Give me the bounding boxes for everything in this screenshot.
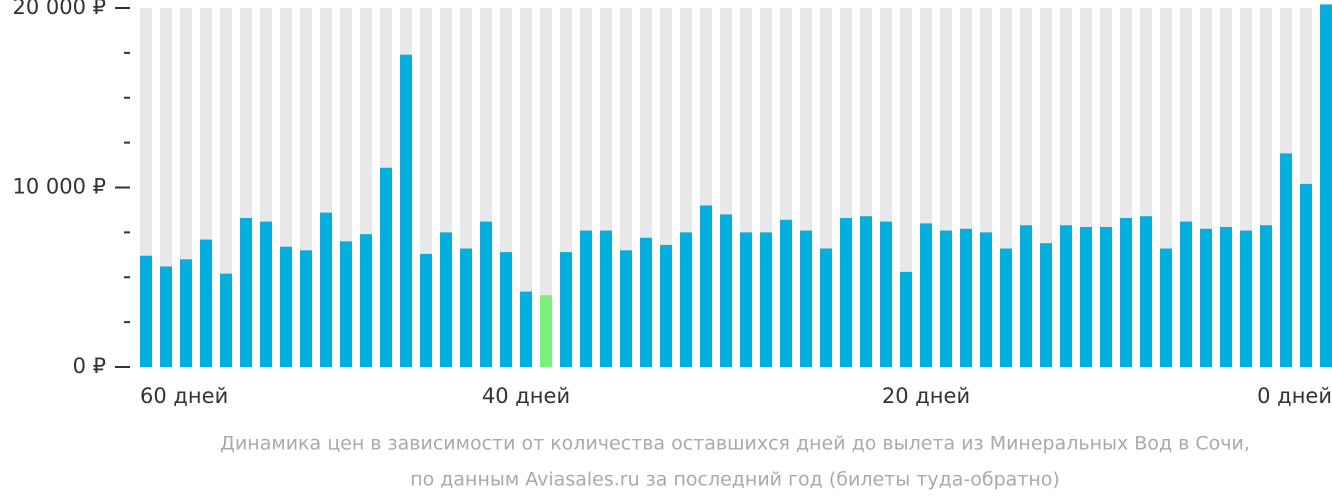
bar [140, 255, 152, 367]
bar [560, 252, 572, 367]
bar [600, 230, 612, 367]
bar [1280, 153, 1292, 367]
bar [280, 246, 292, 367]
bar [680, 232, 692, 367]
bar [640, 237, 652, 367]
bar [800, 230, 812, 367]
bar [1200, 228, 1212, 367]
bar [1240, 230, 1252, 367]
bar [400, 54, 412, 368]
bar [1320, 4, 1332, 367]
bar [1220, 226, 1232, 367]
bar [740, 232, 752, 367]
bar [240, 218, 252, 367]
bar [300, 250, 312, 367]
y-tick-label: 10 000 ₽ [12, 175, 106, 199]
bar [1120, 218, 1132, 367]
bar [1100, 226, 1112, 367]
bar [360, 234, 372, 367]
bar [220, 273, 232, 367]
bar [580, 230, 592, 367]
bar [1020, 225, 1032, 367]
bar [260, 221, 272, 367]
caption-line: по данным Aviasales.ru за последний год … [410, 469, 1060, 491]
bar [700, 205, 712, 367]
bar [980, 232, 992, 367]
bar [960, 228, 972, 367]
bar [420, 253, 432, 367]
caption-line: Динамика цен в зависимости от количества… [220, 433, 1250, 455]
bar [760, 232, 772, 367]
bar [820, 248, 832, 367]
bar [480, 221, 492, 367]
bar [1300, 183, 1312, 367]
bar [1000, 248, 1012, 367]
bar [1140, 216, 1152, 367]
bar [920, 223, 932, 367]
bar [900, 271, 912, 367]
bar [520, 291, 532, 367]
bar [180, 259, 192, 367]
bar [720, 214, 732, 367]
bar [1040, 243, 1052, 367]
bar [540, 295, 552, 367]
bar [1180, 221, 1192, 367]
bar [880, 221, 892, 367]
background-bar [520, 8, 532, 367]
y-tick-label: 0 ₽ [73, 354, 106, 378]
bar [440, 232, 452, 367]
bar [380, 167, 392, 367]
x-tick-label: 20 дней [882, 384, 970, 408]
bar [660, 244, 672, 367]
bar [1260, 225, 1272, 367]
bar [1080, 226, 1092, 367]
bar [340, 241, 352, 367]
bar [460, 248, 472, 367]
bar [940, 230, 952, 367]
bar [500, 252, 512, 367]
y-tick-label: 20 000 ₽ [12, 0, 106, 19]
bar [160, 266, 172, 367]
x-tick-label: 60 дней [140, 384, 228, 408]
bar [320, 212, 332, 367]
bar [1160, 248, 1172, 367]
bar [620, 250, 632, 367]
bar [1060, 225, 1072, 367]
x-tick-label: 40 дней [482, 384, 570, 408]
bar [860, 216, 872, 367]
bar [200, 239, 212, 367]
x-tick-label: 0 дней [1257, 384, 1332, 408]
bar [840, 218, 852, 367]
bar [780, 219, 792, 367]
background-bar [540, 8, 552, 367]
